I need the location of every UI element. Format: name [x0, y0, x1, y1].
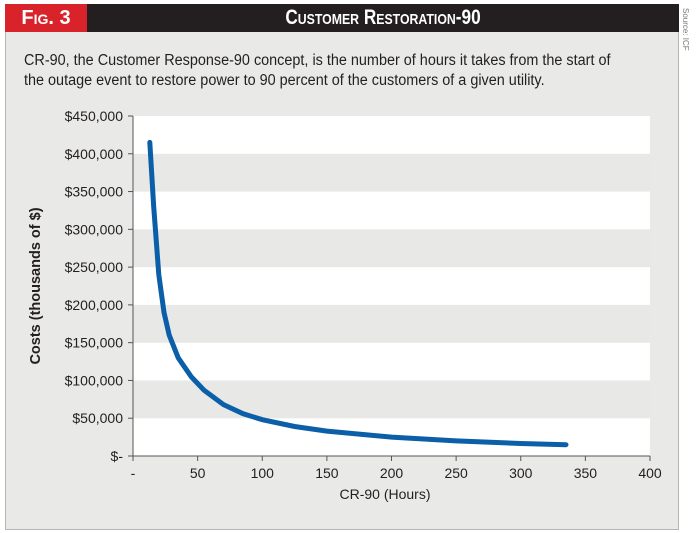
x-tick-label: 250 — [444, 465, 468, 481]
source-note: Source: ICF — [681, 8, 690, 51]
figure-label: Fig. 3 — [5, 4, 87, 32]
x-tick-label: 200 — [380, 465, 404, 481]
y-tick-label: $200,000 — [65, 297, 124, 313]
x-tick-label: - — [131, 465, 136, 481]
y-tick-label: $300,000 — [65, 221, 124, 237]
y-tick-label: $350,000 — [65, 184, 124, 200]
x-axis-label: CR-90 (Hours) — [339, 486, 430, 502]
chart-description: CR-90, the Customer Response-90 concept,… — [24, 52, 611, 89]
grid-band — [133, 342, 650, 381]
y-tick-label: $100,000 — [65, 372, 124, 388]
figure-header: Fig. 3 Customer Restoration-90 — [5, 4, 679, 32]
grid-band — [133, 116, 650, 154]
x-tick-label: 100 — [251, 465, 275, 481]
x-tick-label: 350 — [574, 465, 598, 481]
y-tick-label: $450,000 — [65, 108, 124, 124]
grid-band — [133, 267, 650, 305]
x-tick-label: 150 — [315, 465, 339, 481]
x-tick-label: 50 — [190, 465, 206, 481]
y-tick-label: $150,000 — [65, 335, 124, 351]
y-tick-label: $400,000 — [65, 146, 124, 162]
y-tick-label: $50,000 — [72, 410, 123, 426]
y-tick-label: $250,000 — [65, 259, 124, 275]
chart-title: Customer Restoration-90 — [285, 6, 481, 29]
grid-band — [133, 153, 650, 192]
grid-band — [133, 229, 650, 268]
grid-band — [133, 191, 650, 230]
x-tick-label: 300 — [509, 465, 533, 481]
x-tick-label: 400 — [638, 465, 662, 481]
y-axis-label: Costs (thousands of $) — [28, 207, 44, 364]
y-tick-label: $- — [111, 448, 124, 464]
cost-series-line — [147, 139, 569, 448]
grid-band — [133, 380, 650, 419]
grid-band — [133, 304, 650, 343]
